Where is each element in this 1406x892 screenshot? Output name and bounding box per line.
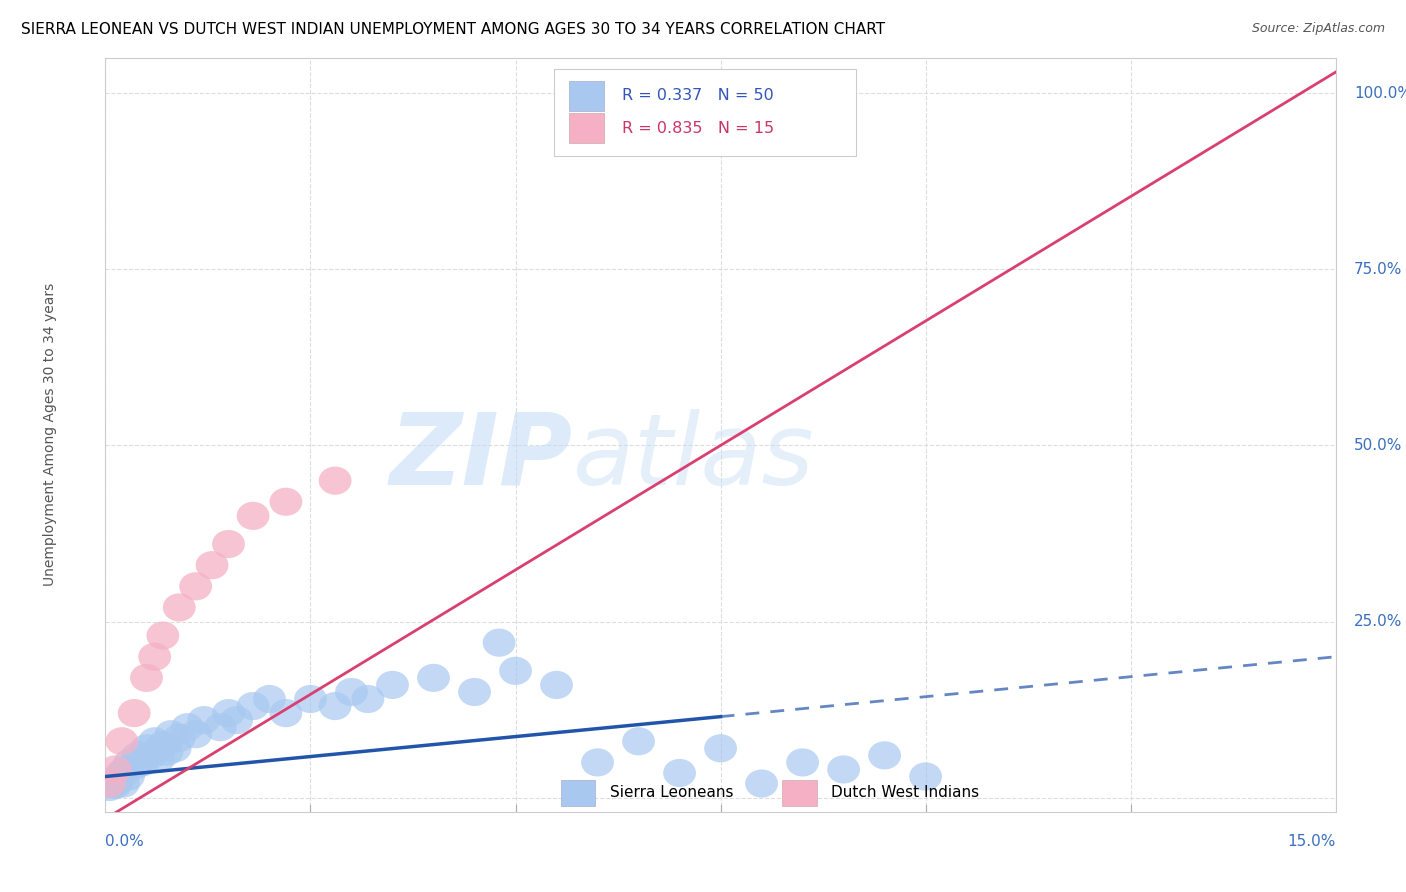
Ellipse shape <box>93 770 127 797</box>
Ellipse shape <box>664 79 696 107</box>
Ellipse shape <box>221 706 253 734</box>
Ellipse shape <box>122 741 155 770</box>
Ellipse shape <box>105 759 138 787</box>
Text: R = 0.337   N = 50: R = 0.337 N = 50 <box>623 88 773 103</box>
Ellipse shape <box>180 572 212 600</box>
Ellipse shape <box>146 731 180 759</box>
Ellipse shape <box>112 763 145 790</box>
Ellipse shape <box>163 593 195 622</box>
Ellipse shape <box>159 734 191 763</box>
Text: Unemployment Among Ages 30 to 34 years: Unemployment Among Ages 30 to 34 years <box>44 284 58 586</box>
Text: 50.0%: 50.0% <box>1354 438 1403 453</box>
Text: R = 0.835   N = 15: R = 0.835 N = 15 <box>623 120 775 136</box>
Ellipse shape <box>270 699 302 727</box>
Ellipse shape <box>131 734 163 763</box>
Ellipse shape <box>155 720 187 748</box>
Ellipse shape <box>118 752 150 780</box>
Ellipse shape <box>236 502 270 530</box>
Ellipse shape <box>786 748 818 777</box>
Ellipse shape <box>294 685 326 713</box>
Ellipse shape <box>352 685 384 713</box>
Ellipse shape <box>150 738 183 766</box>
Ellipse shape <box>664 759 696 787</box>
Ellipse shape <box>97 770 131 797</box>
Text: Sierra Leoneans: Sierra Leoneans <box>610 785 734 800</box>
Ellipse shape <box>319 692 352 720</box>
Ellipse shape <box>212 699 245 727</box>
Ellipse shape <box>910 763 942 790</box>
Ellipse shape <box>114 748 146 777</box>
Ellipse shape <box>499 657 531 685</box>
Ellipse shape <box>319 467 352 495</box>
Ellipse shape <box>138 727 172 756</box>
Ellipse shape <box>110 756 142 783</box>
Text: ZIP: ZIP <box>389 409 574 506</box>
Text: 100.0%: 100.0% <box>1354 86 1406 101</box>
Ellipse shape <box>93 773 127 801</box>
Ellipse shape <box>868 741 901 770</box>
Ellipse shape <box>146 622 180 649</box>
Ellipse shape <box>104 763 136 790</box>
Ellipse shape <box>131 664 163 692</box>
Ellipse shape <box>138 642 172 671</box>
Text: Source: ZipAtlas.com: Source: ZipAtlas.com <box>1251 22 1385 36</box>
Text: SIERRA LEONEAN VS DUTCH WEST INDIAN UNEMPLOYMENT AMONG AGES 30 TO 34 YEARS CORRE: SIERRA LEONEAN VS DUTCH WEST INDIAN UNEM… <box>21 22 886 37</box>
Ellipse shape <box>204 713 236 741</box>
Ellipse shape <box>134 741 167 770</box>
Bar <box>561 780 595 806</box>
Ellipse shape <box>212 530 245 558</box>
Text: 25.0%: 25.0% <box>1354 614 1403 629</box>
Ellipse shape <box>458 678 491 706</box>
Ellipse shape <box>180 720 212 748</box>
Ellipse shape <box>377 671 409 699</box>
Ellipse shape <box>107 770 141 797</box>
Ellipse shape <box>98 756 132 783</box>
Ellipse shape <box>253 685 285 713</box>
Ellipse shape <box>827 756 860 783</box>
Ellipse shape <box>127 748 159 777</box>
Ellipse shape <box>581 748 614 777</box>
Ellipse shape <box>172 713 204 741</box>
Ellipse shape <box>105 727 138 756</box>
FancyBboxPatch shape <box>554 70 856 156</box>
Ellipse shape <box>335 678 368 706</box>
Ellipse shape <box>101 766 134 794</box>
Ellipse shape <box>236 692 270 720</box>
Bar <box>569 80 603 111</box>
Text: Dutch West Indians: Dutch West Indians <box>831 785 980 800</box>
Ellipse shape <box>142 745 176 773</box>
Ellipse shape <box>623 727 655 756</box>
Ellipse shape <box>482 629 516 657</box>
Bar <box>782 780 817 806</box>
Ellipse shape <box>745 770 778 797</box>
Bar <box>569 113 603 143</box>
Ellipse shape <box>98 771 132 799</box>
Ellipse shape <box>163 723 195 752</box>
Text: 0.0%: 0.0% <box>105 834 145 849</box>
Ellipse shape <box>187 706 221 734</box>
Ellipse shape <box>418 664 450 692</box>
Text: 75.0%: 75.0% <box>1354 262 1403 277</box>
Ellipse shape <box>118 699 150 727</box>
Ellipse shape <box>704 734 737 763</box>
Text: 15.0%: 15.0% <box>1288 834 1336 849</box>
Ellipse shape <box>540 671 574 699</box>
Ellipse shape <box>195 551 228 579</box>
Ellipse shape <box>270 488 302 516</box>
Text: atlas: atlas <box>574 409 814 506</box>
